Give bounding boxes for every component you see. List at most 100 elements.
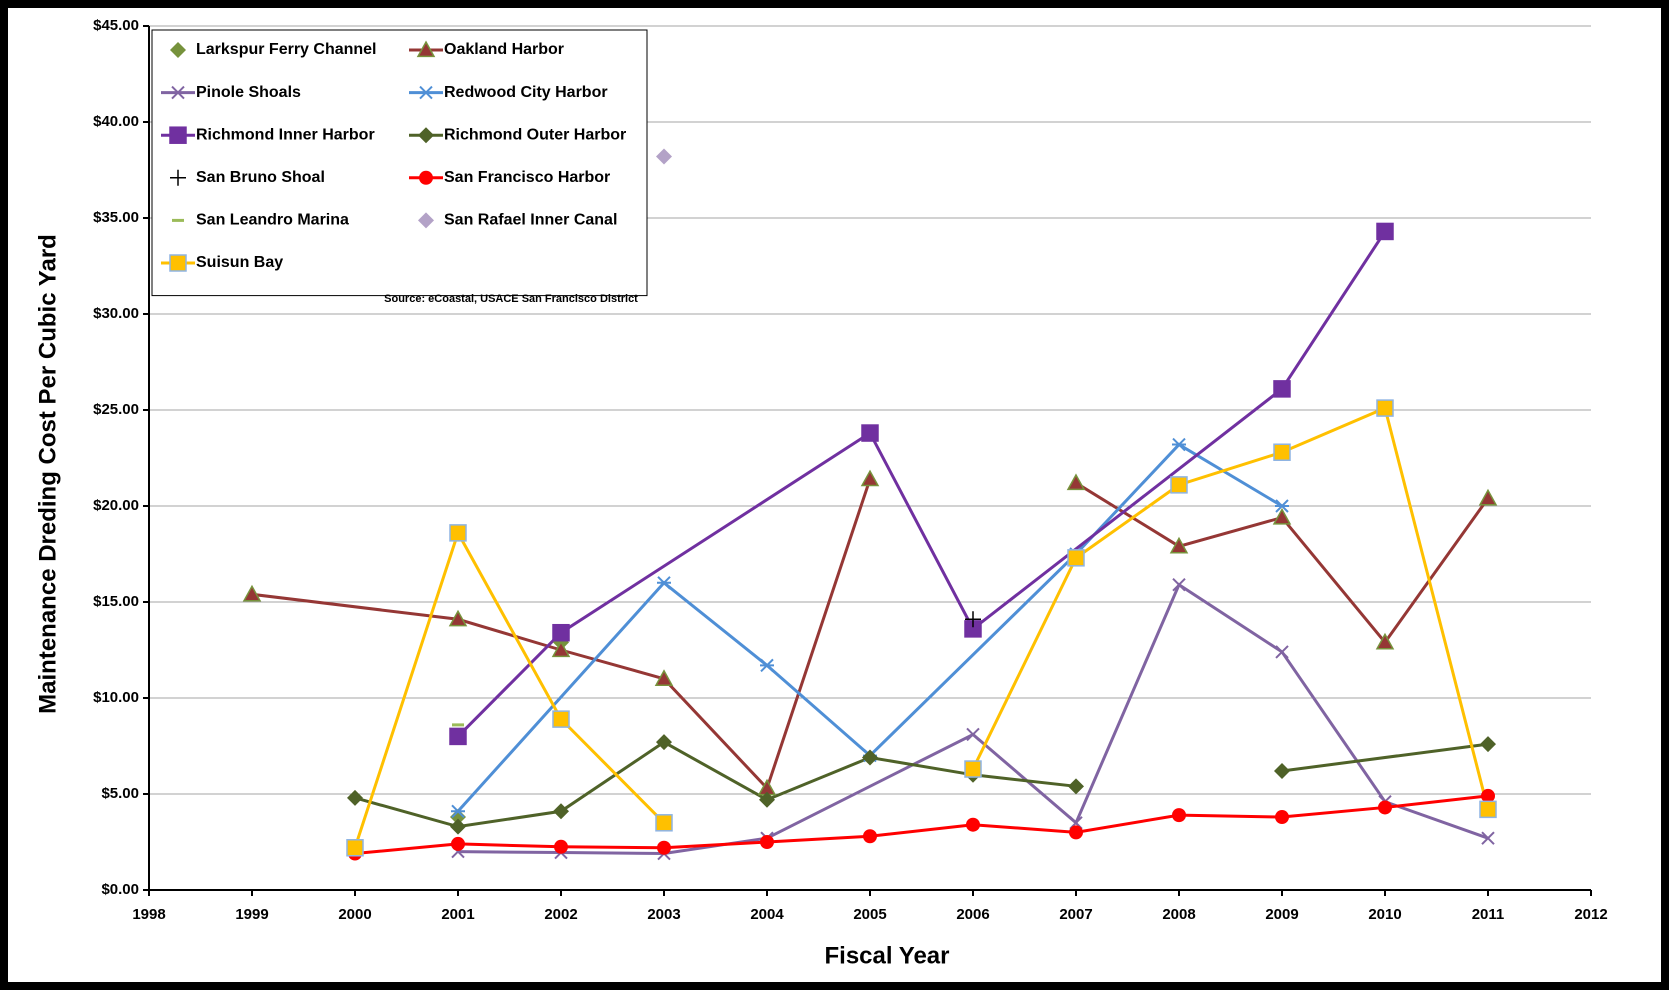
- marker: [1169, 536, 1189, 554]
- marker: [1172, 578, 1186, 592]
- marker: [346, 839, 364, 857]
- marker: [1481, 788, 1495, 803]
- legend-label: San Francisco Harbor: [444, 169, 610, 186]
- legend-label: Suisun Bay: [196, 254, 283, 271]
- x-axis-label: Fiscal Year: [825, 942, 950, 969]
- x-tick-label: 2008: [1162, 906, 1195, 923]
- marker: [863, 829, 877, 844]
- x-tick-label: 2005: [853, 906, 886, 923]
- legend-label: Richmond Outer Harbor: [444, 126, 626, 143]
- y-tick-label: $30.00: [93, 305, 139, 322]
- legend-marker: [170, 169, 186, 186]
- marker: [861, 424, 879, 442]
- marker: [1376, 399, 1394, 417]
- marker: [862, 749, 878, 766]
- source-note: Source: eCoastal, USACE San Francisco Di…: [384, 293, 638, 305]
- marker: [1069, 825, 1083, 840]
- marker: [1170, 476, 1188, 494]
- marker: [1376, 222, 1394, 241]
- marker: [760, 658, 774, 673]
- marker: [1274, 762, 1290, 779]
- legend-marker: [419, 170, 433, 185]
- legend-marker: [169, 126, 187, 144]
- y-tick-label: $20.00: [93, 497, 139, 514]
- marker: [1067, 549, 1085, 567]
- y-tick-label: $10.00: [93, 689, 139, 706]
- x-tick-label: 2002: [544, 906, 577, 923]
- marker: [654, 669, 674, 686]
- marker: [656, 734, 672, 751]
- legend-marker: [419, 85, 433, 100]
- series-line: [353, 406, 1490, 849]
- series-line: [251, 478, 1490, 792]
- x-tick-label: 2001: [441, 906, 474, 923]
- series-line: [354, 794, 1489, 856]
- x-tick-label: 2000: [338, 906, 371, 923]
- legend-marker: [170, 42, 186, 58]
- x-tick-label: 2011: [1472, 906, 1505, 923]
- marker: [1479, 800, 1497, 819]
- marker: [1480, 736, 1496, 753]
- legend-label: San Leandro Marina: [196, 212, 349, 229]
- x-tick-label: 2012: [1574, 906, 1607, 923]
- marker: [656, 148, 672, 165]
- marker: [449, 727, 467, 746]
- marker: [1275, 810, 1289, 825]
- marker: [1273, 380, 1291, 398]
- marker: [554, 839, 568, 854]
- marker: [1378, 800, 1392, 815]
- series-line: [457, 582, 1489, 856]
- marker: [657, 576, 671, 590]
- marker: [1481, 831, 1495, 845]
- marker: [1172, 808, 1186, 823]
- marker: [450, 809, 466, 826]
- marker: [347, 789, 363, 806]
- marker: [657, 840, 671, 855]
- marker: [1068, 778, 1084, 795]
- legend-label: San Bruno Shoal: [196, 169, 325, 186]
- legend-label: San Rafael Inner Canal: [444, 212, 617, 229]
- marker: [553, 803, 569, 820]
- legend-label: Oakland Harbor: [444, 41, 564, 58]
- legend-marker: [418, 127, 434, 144]
- marker: [448, 609, 468, 627]
- marker: [759, 791, 775, 808]
- legend-marker: [169, 254, 187, 272]
- marker: [1375, 632, 1395, 650]
- x-tick-label: 2006: [956, 906, 989, 923]
- marker: [966, 727, 980, 742]
- legend-label: Redwood City Harbor: [444, 84, 608, 101]
- marker: [1172, 437, 1186, 452]
- marker: [552, 623, 570, 642]
- marker: [655, 814, 673, 832]
- y-tick-label: $5.00: [101, 785, 139, 802]
- legend-label: Larkspur Ferry Channel: [196, 41, 377, 58]
- marker: [449, 524, 467, 542]
- marker: [1275, 499, 1289, 513]
- marker: [552, 710, 570, 728]
- marker: [860, 469, 880, 487]
- legend-marker: [171, 85, 185, 100]
- marker: [450, 818, 466, 835]
- series-line: [456, 230, 1387, 738]
- y-tick-label: $15.00: [93, 593, 139, 610]
- marker: [966, 817, 980, 832]
- y-tick-label: $40.00: [93, 113, 139, 130]
- x-tick-label: 1999: [235, 906, 268, 923]
- x-tick-label: 2004: [750, 906, 784, 923]
- marker: [1066, 473, 1086, 491]
- legend-label: Pinole Shoals: [196, 84, 301, 101]
- legend-marker: [418, 212, 434, 229]
- y-tick-label: $0.00: [101, 881, 139, 898]
- x-tick-label: 2003: [647, 906, 680, 923]
- marker: [1275, 645, 1289, 659]
- marker: [451, 804, 465, 818]
- marker: [451, 836, 465, 851]
- x-tick-label: 2007: [1059, 906, 1092, 923]
- x-tick-label: 2010: [1368, 906, 1401, 923]
- series-line: [354, 740, 1489, 829]
- marker: [965, 611, 981, 628]
- marker: [1273, 443, 1291, 461]
